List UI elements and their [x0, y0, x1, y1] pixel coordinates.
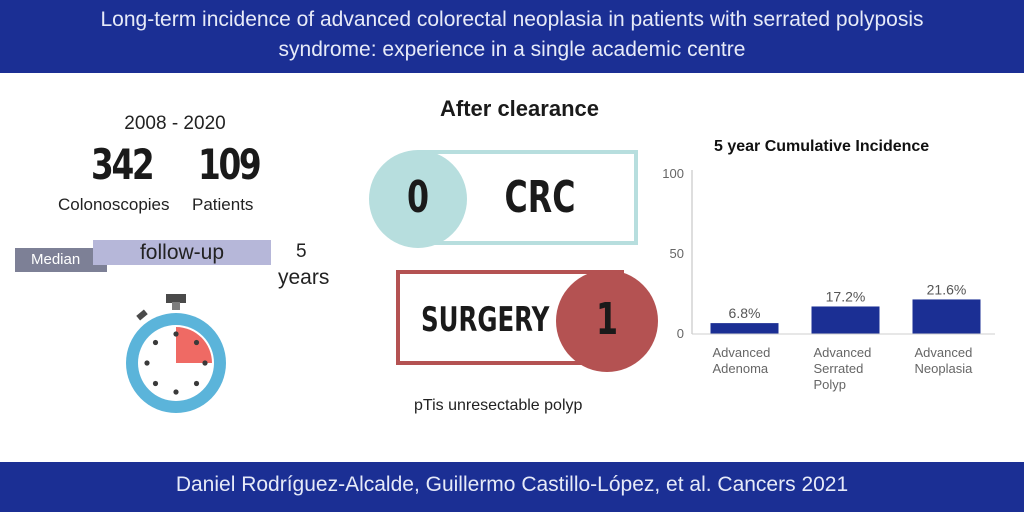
surgery-count: 1: [595, 294, 619, 345]
bar: [912, 299, 981, 334]
colonoscopies-label: Colonoscopies: [58, 195, 170, 214]
study-period: 2008 - 2020: [124, 113, 226, 134]
stopwatch-tick: [152, 380, 159, 387]
followup-value: 5: [296, 241, 307, 262]
citation: Daniel Rodríguez-Alcalde, Guillermo Cast…: [175, 473, 849, 496]
stopwatch-tick: [152, 339, 159, 346]
bar: [811, 306, 880, 334]
x-tick-label: Adenoma: [713, 361, 769, 376]
stopwatch-tick: [173, 389, 179, 395]
crc-count: 0: [406, 172, 430, 223]
stopwatch-tick: [193, 339, 200, 346]
patients-count: 109: [198, 140, 262, 189]
y-tick-label: 100: [662, 166, 684, 181]
patients-label: Patients: [192, 195, 254, 214]
surgery-label: SURGERY: [421, 300, 550, 340]
x-tick-label: Polyp: [814, 377, 847, 392]
y-tick-label: 50: [670, 246, 684, 261]
chart-title: 5 year Cumulative Incidence: [714, 138, 930, 155]
title-line-1: Long-term incidence of advanced colorect…: [100, 8, 924, 31]
data-label: 6.8%: [729, 305, 761, 321]
surgery-circle: [556, 270, 658, 372]
stopwatch-tick: [144, 360, 150, 366]
after-clearance-title: After clearance: [440, 96, 599, 121]
data-label: 17.2%: [826, 288, 866, 304]
crc-circle: [369, 150, 467, 248]
colonoscopies-count: 342: [91, 140, 155, 189]
bar: [710, 323, 779, 334]
x-tick-label: Advanced: [915, 345, 973, 360]
cumulative-incidence-chart: 0501006.8%AdvancedAdenoma17.2%AdvancedSe…: [662, 166, 995, 392]
crc-label: CRC: [504, 172, 576, 223]
median-label: Median: [15, 248, 107, 272]
followup-label: follow-up: [93, 240, 271, 265]
stopwatch-progress: [176, 327, 212, 363]
y-tick-label: 0: [677, 326, 684, 341]
stopwatch-tick: [173, 331, 179, 337]
data-label: 21.6%: [927, 281, 967, 297]
x-tick-label: Advanced: [713, 345, 771, 360]
x-tick-label: Advanced: [814, 345, 872, 360]
x-tick-label: Neoplasia: [915, 361, 974, 376]
title-banner: Long-term incidence of advanced colorect…: [0, 0, 1024, 73]
stopwatch-tick: [193, 380, 200, 387]
citation-banner: Daniel Rodríguez-Alcalde, Guillermo Cast…: [0, 462, 1024, 512]
followup-unit: years: [278, 266, 330, 289]
title-line-2: syndrome: experience in a single academi…: [278, 38, 746, 61]
stopwatch-tick: [202, 360, 208, 366]
stopwatch-icon: [126, 294, 226, 413]
x-tick-label: Serrated: [814, 361, 864, 376]
surgery-note: pTis unresectable polyp: [414, 397, 583, 414]
